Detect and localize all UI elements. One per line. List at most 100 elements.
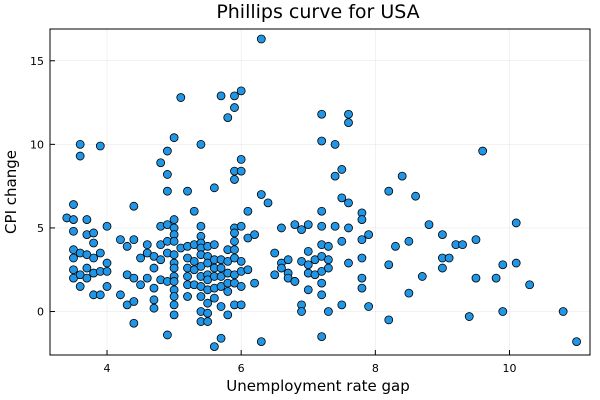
data-point <box>122 241 132 251</box>
data-point <box>270 248 280 258</box>
data-point <box>277 223 286 233</box>
data-point <box>317 221 327 231</box>
data-point <box>303 220 313 230</box>
data-point <box>357 215 367 224</box>
data-point <box>169 310 179 320</box>
data-point <box>444 253 454 263</box>
data-point <box>169 215 179 224</box>
data-point <box>169 133 179 143</box>
data-point <box>189 206 199 216</box>
y-tick-label: 10 <box>30 138 44 151</box>
data-point <box>209 293 219 303</box>
data-point <box>344 109 353 119</box>
data-point <box>203 298 213 308</box>
data-point <box>236 154 246 164</box>
data-point <box>317 290 327 300</box>
data-point <box>216 263 226 273</box>
data-point <box>129 201 139 211</box>
y-tick-label: 0 <box>37 306 44 319</box>
data-point <box>364 302 374 311</box>
data-point <box>203 308 213 318</box>
data-point <box>75 139 85 149</box>
data-point <box>230 228 239 238</box>
data-point <box>323 241 333 251</box>
data-point <box>116 290 125 300</box>
data-point <box>256 190 266 199</box>
y-axis-label: CPI change <box>2 150 20 234</box>
data-point <box>263 198 273 208</box>
data-point <box>243 265 253 275</box>
data-point <box>82 273 92 283</box>
data-point <box>364 230 374 240</box>
data-point <box>82 215 92 224</box>
data-point <box>142 240 152 250</box>
data-point <box>558 307 568 316</box>
data-point <box>337 165 347 174</box>
data-point <box>136 253 145 263</box>
x-axis-label: Unemployment rate gap <box>226 377 410 395</box>
data-point <box>169 300 179 310</box>
data-point <box>95 248 105 258</box>
data-point <box>337 300 347 310</box>
data-point <box>471 235 481 245</box>
x-tick-label: 6 <box>238 362 245 375</box>
data-point <box>69 253 78 263</box>
x-tick-label: 10 <box>503 362 517 375</box>
data-point <box>236 86 246 96</box>
data-point <box>216 91 226 101</box>
data-point <box>230 245 239 255</box>
data-point <box>404 236 414 246</box>
data-point <box>511 258 521 268</box>
data-point <box>176 93 186 102</box>
data-point <box>397 171 407 181</box>
data-point <box>478 146 488 156</box>
axis-ticks: 4 6 8 10 0 5 10 15 <box>30 55 517 375</box>
data-point <box>471 273 481 283</box>
data-point <box>69 200 78 209</box>
data-point <box>491 273 501 283</box>
data-point <box>323 307 333 316</box>
data-point <box>169 292 179 301</box>
data-point <box>230 175 239 184</box>
data-point <box>196 221 206 231</box>
data-point <box>357 235 367 245</box>
data-point <box>183 292 192 301</box>
data-point <box>223 113 233 123</box>
data-point <box>89 253 99 263</box>
data-point <box>290 220 300 230</box>
data-point <box>69 265 78 275</box>
y-tick-label: 15 <box>30 55 44 68</box>
data-point <box>256 34 266 44</box>
data-point <box>236 300 246 310</box>
x-tick-label: 4 <box>104 362 111 375</box>
data-point <box>89 228 99 238</box>
data-point <box>236 282 246 291</box>
data-point <box>344 258 353 268</box>
data-point <box>223 310 233 320</box>
data-point <box>344 198 353 208</box>
data-point <box>411 191 420 201</box>
data-point <box>183 186 192 196</box>
data-point <box>216 333 226 343</box>
data-point <box>317 278 327 288</box>
data-point <box>438 263 447 273</box>
data-point <box>162 330 172 340</box>
data-point <box>129 235 139 245</box>
data-point <box>337 236 347 246</box>
data-point <box>189 256 199 266</box>
data-point <box>297 307 306 316</box>
data-point <box>525 280 535 290</box>
data-point <box>344 118 353 128</box>
data-point <box>69 215 78 224</box>
data-point <box>270 270 280 280</box>
data-point <box>384 260 394 270</box>
data-point <box>236 166 246 176</box>
data-point <box>169 263 179 273</box>
data-point <box>136 280 145 290</box>
data-point <box>95 141 105 151</box>
data-point <box>330 139 340 149</box>
chart-title: Phillips curve for USA <box>216 1 419 23</box>
data-point <box>75 282 85 291</box>
data-point <box>196 292 206 301</box>
